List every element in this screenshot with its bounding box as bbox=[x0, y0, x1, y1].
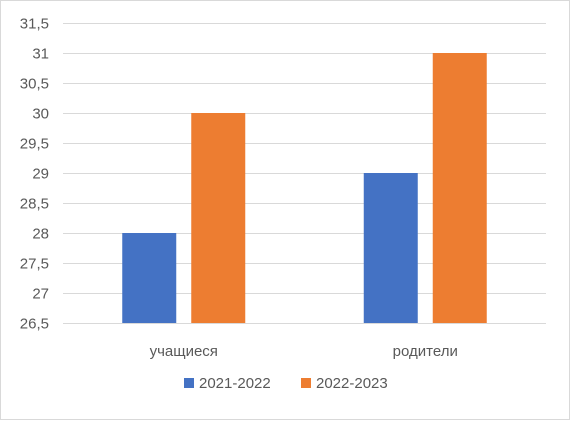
y-axis-ticks: 26,5 27 27,5 28 28,5 29 29,5 30 30,5 31 31,5 bbox=[20, 16, 49, 333]
y-tick-label: 26,5 bbox=[20, 316, 49, 333]
y-tick-label: 27,5 bbox=[20, 256, 49, 273]
y-tick-label: 28 bbox=[32, 226, 49, 243]
x-tick-label: учащиеся bbox=[150, 343, 218, 360]
legend-label: 2022-2023 bbox=[316, 375, 388, 392]
legend: 2021-2022 2022-2023 bbox=[184, 375, 388, 392]
legend-label: 2021-2022 bbox=[199, 375, 271, 392]
y-tick-label: 31,5 bbox=[20, 16, 49, 33]
y-tick-label: 31 bbox=[32, 46, 49, 63]
legend-swatch bbox=[301, 378, 311, 388]
y-tick-label: 30,5 bbox=[20, 76, 49, 93]
bars bbox=[122, 53, 487, 323]
y-tick-label: 30 bbox=[32, 106, 49, 123]
y-tick-label: 28,5 bbox=[20, 196, 49, 213]
x-tick-label: родители bbox=[393, 343, 458, 360]
bar bbox=[432, 53, 487, 323]
bar bbox=[191, 113, 246, 323]
legend-swatch bbox=[184, 378, 194, 388]
y-tick-label: 29 bbox=[32, 166, 49, 183]
y-tick-label: 27 bbox=[32, 286, 49, 303]
bar bbox=[122, 233, 177, 323]
bar bbox=[363, 173, 418, 323]
x-axis-ticks: учащиеся родители bbox=[150, 343, 458, 360]
y-tick-label: 29,5 bbox=[20, 136, 49, 153]
